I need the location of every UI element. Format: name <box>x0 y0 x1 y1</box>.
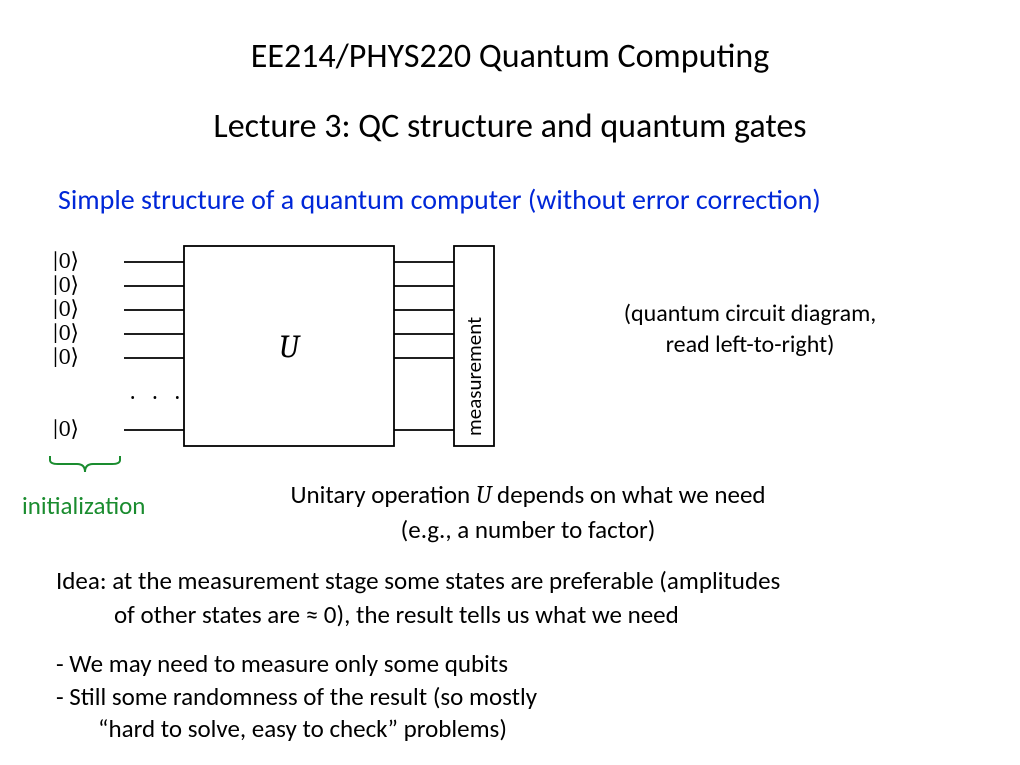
u-symbol: U <box>476 481 492 510</box>
course-title: EE214/PHYS220 Quantum Computing <box>0 36 1020 77</box>
ket-label: |0⟩ <box>52 320 79 346</box>
idea-line2: of other states are ≈ 0), the result tel… <box>56 598 966 632</box>
notes-list: - We may need to measure only some qubit… <box>56 648 966 746</box>
svg-text:measurement: measurement <box>461 317 487 436</box>
idea-text: Idea: at the measurement stage some stat… <box>56 564 966 632</box>
bullet-3: “hard to solve, easy to check” problems) <box>56 713 966 746</box>
diagram-caption: (quantum circuit diagram, read left-to-r… <box>560 298 940 360</box>
ellipsis: . . . <box>130 376 186 406</box>
aside-line2: read left-to-right) <box>666 330 835 359</box>
section-heading: Simple structure of a quantum computer (… <box>58 182 821 217</box>
lecture-title: Lecture 3: QC structure and quantum gate… <box>0 106 1020 147</box>
caption-line2: (e.g., a number to factor) <box>401 514 656 545</box>
bullet-2: - Still some randomness of the result (s… <box>56 681 966 714</box>
ket-label: |0⟩ <box>52 248 79 274</box>
svg-text:U: U <box>279 328 301 365</box>
caption-post: depends on what we need <box>491 479 765 510</box>
caption-pre: Unitary operation <box>290 479 475 510</box>
idea-line1: Idea: at the measurement stage some stat… <box>56 564 966 598</box>
quantum-circuit-diagram: Umeasurement . . . |0⟩|0⟩|0⟩|0⟩|0⟩|0⟩ <box>44 244 514 474</box>
ket-label: |0⟩ <box>52 296 79 322</box>
unitary-caption: Unitary operation U depends on what we n… <box>208 478 848 547</box>
ket-label: |0⟩ <box>52 272 79 298</box>
bullet-1: - We may need to measure only some qubit… <box>56 648 966 681</box>
ket-label: |0⟩ <box>52 416 79 442</box>
aside-line1: (quantum circuit diagram, <box>624 299 876 328</box>
circuit-svg: Umeasurement <box>44 244 514 474</box>
ket-label: |0⟩ <box>52 344 79 370</box>
initialization-label: initialization <box>22 490 145 521</box>
